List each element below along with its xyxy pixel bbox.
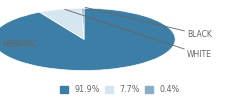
Legend: 91.9%, 7.7%, 0.4%: 91.9%, 7.7%, 0.4%: [60, 86, 180, 94]
Text: BLACK: BLACK: [85, 7, 212, 39]
Wedge shape: [82, 8, 84, 39]
Wedge shape: [40, 8, 84, 39]
Wedge shape: [0, 8, 175, 70]
Text: HISPANIC: HISPANIC: [2, 40, 38, 49]
Text: WHITE: WHITE: [65, 9, 212, 59]
